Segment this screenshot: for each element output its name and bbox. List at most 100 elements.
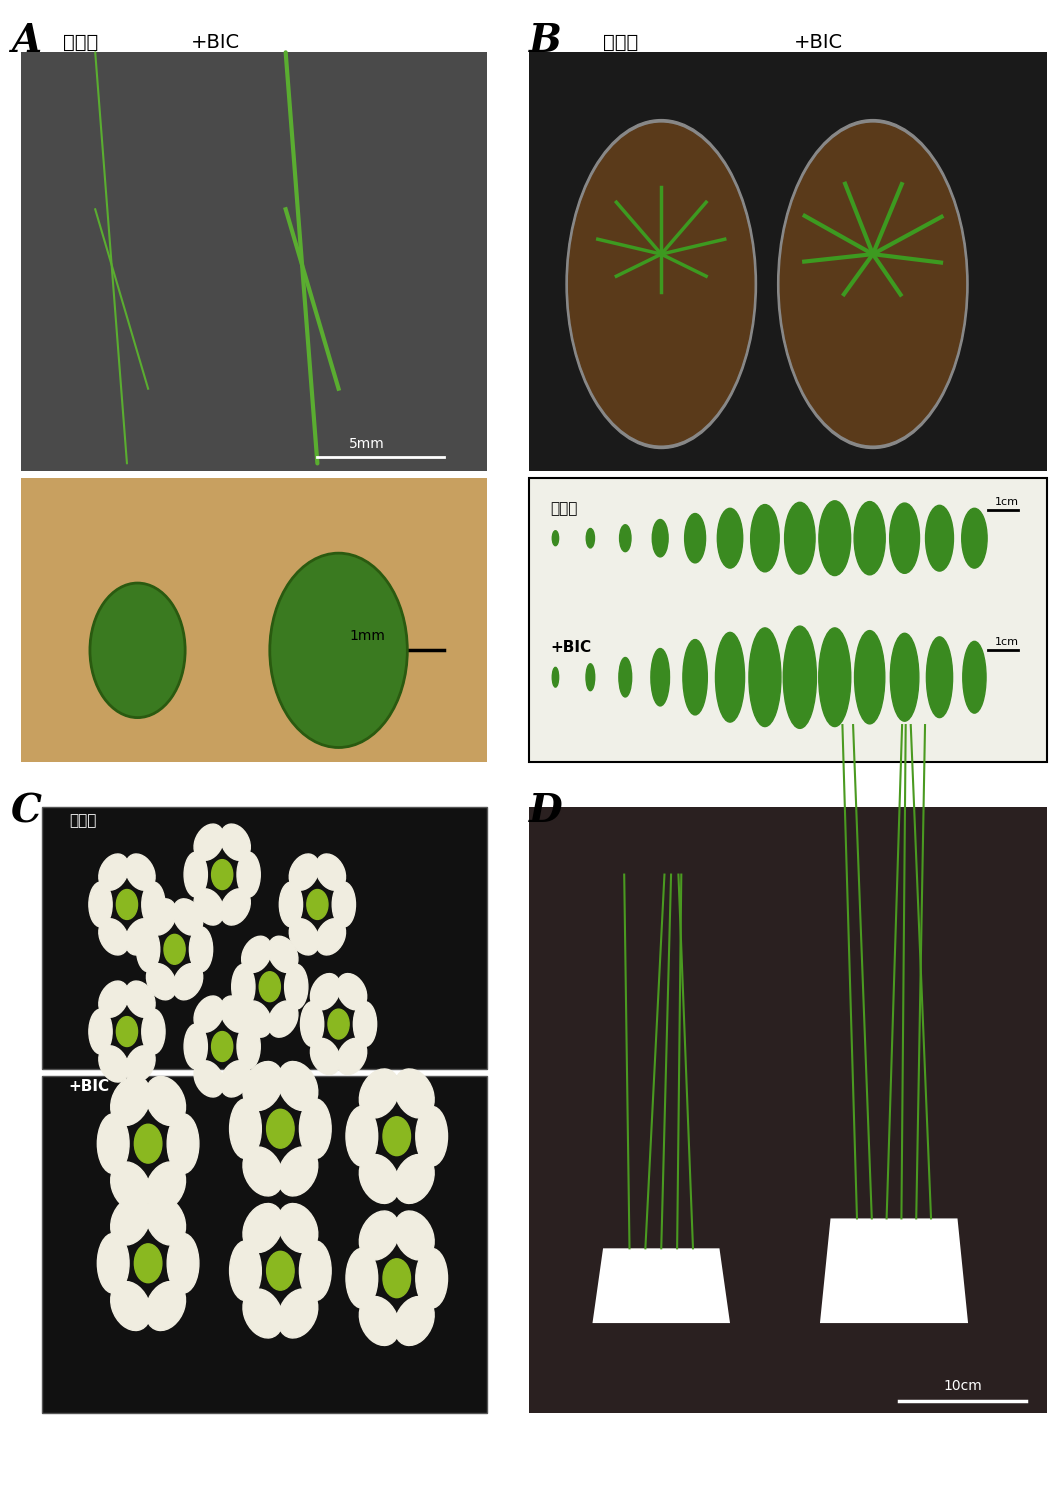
Ellipse shape	[289, 919, 320, 955]
Ellipse shape	[299, 1099, 331, 1159]
Ellipse shape	[620, 525, 631, 552]
Ellipse shape	[220, 890, 251, 925]
Ellipse shape	[360, 1296, 399, 1346]
Ellipse shape	[685, 514, 706, 562]
Ellipse shape	[89, 1009, 112, 1054]
Ellipse shape	[285, 964, 308, 1009]
Ellipse shape	[142, 1009, 165, 1054]
Ellipse shape	[854, 501, 886, 576]
Ellipse shape	[552, 531, 559, 546]
Ellipse shape	[566, 120, 756, 448]
Circle shape	[307, 890, 328, 919]
FancyBboxPatch shape	[21, 52, 487, 471]
Ellipse shape	[278, 1061, 317, 1111]
Ellipse shape	[111, 1196, 150, 1245]
FancyBboxPatch shape	[42, 1076, 487, 1413]
Circle shape	[116, 890, 138, 919]
Ellipse shape	[395, 1211, 434, 1260]
Circle shape	[164, 934, 185, 964]
Ellipse shape	[184, 1024, 207, 1069]
Ellipse shape	[243, 1061, 282, 1111]
Ellipse shape	[651, 649, 670, 706]
Ellipse shape	[172, 964, 203, 1000]
Ellipse shape	[268, 936, 298, 972]
FancyBboxPatch shape	[529, 478, 1047, 762]
Ellipse shape	[98, 854, 129, 890]
Ellipse shape	[111, 1281, 150, 1331]
Ellipse shape	[220, 824, 251, 860]
Ellipse shape	[395, 1069, 434, 1118]
Ellipse shape	[360, 1211, 399, 1260]
Text: C: C	[11, 792, 41, 830]
Ellipse shape	[332, 882, 355, 927]
Ellipse shape	[310, 973, 341, 1009]
Ellipse shape	[891, 634, 918, 721]
Circle shape	[267, 1109, 294, 1148]
Ellipse shape	[819, 501, 851, 576]
Ellipse shape	[652, 520, 669, 556]
Ellipse shape	[172, 898, 203, 934]
Ellipse shape	[569, 123, 753, 446]
Text: 1cm: 1cm	[995, 637, 1019, 647]
Ellipse shape	[243, 1147, 282, 1196]
Ellipse shape	[346, 1106, 378, 1166]
Ellipse shape	[220, 996, 251, 1032]
Ellipse shape	[279, 882, 303, 927]
Text: +BIC: +BIC	[550, 640, 591, 655]
Ellipse shape	[194, 996, 224, 1032]
Ellipse shape	[819, 628, 851, 727]
Ellipse shape	[715, 632, 745, 722]
Ellipse shape	[346, 1248, 378, 1308]
Text: 대조구: 대조구	[603, 33, 638, 52]
Ellipse shape	[360, 1154, 399, 1203]
Ellipse shape	[125, 919, 156, 955]
Ellipse shape	[780, 123, 965, 446]
Ellipse shape	[586, 529, 595, 549]
Ellipse shape	[336, 973, 367, 1009]
Ellipse shape	[237, 852, 260, 897]
Ellipse shape	[963, 641, 986, 713]
Ellipse shape	[194, 824, 224, 860]
Ellipse shape	[360, 1069, 399, 1118]
Ellipse shape	[926, 505, 953, 571]
Ellipse shape	[98, 981, 129, 1017]
Ellipse shape	[619, 658, 632, 697]
Ellipse shape	[98, 1046, 129, 1082]
Circle shape	[259, 972, 280, 1002]
Ellipse shape	[230, 1241, 261, 1301]
Ellipse shape	[278, 1147, 317, 1196]
Ellipse shape	[749, 628, 781, 727]
Text: +BIC: +BIC	[69, 1079, 110, 1094]
Text: 5mm: 5mm	[349, 438, 385, 451]
Ellipse shape	[962, 508, 987, 568]
Ellipse shape	[125, 1046, 156, 1082]
Ellipse shape	[890, 502, 919, 574]
Ellipse shape	[353, 1002, 377, 1046]
Ellipse shape	[241, 1002, 272, 1038]
Circle shape	[116, 1017, 138, 1046]
Ellipse shape	[146, 1076, 185, 1126]
FancyBboxPatch shape	[529, 52, 1047, 471]
Ellipse shape	[315, 854, 346, 890]
Ellipse shape	[278, 1289, 317, 1338]
Text: +BIC: +BIC	[794, 33, 842, 52]
Ellipse shape	[299, 1241, 331, 1301]
Ellipse shape	[220, 1061, 251, 1097]
Text: 대조구: 대조구	[69, 813, 96, 828]
Ellipse shape	[315, 919, 346, 955]
Ellipse shape	[682, 640, 708, 715]
Ellipse shape	[395, 1296, 434, 1346]
Text: D: D	[529, 792, 563, 830]
Ellipse shape	[125, 981, 156, 1017]
Ellipse shape	[395, 1154, 434, 1203]
Ellipse shape	[111, 1076, 150, 1126]
Ellipse shape	[232, 964, 255, 1009]
Ellipse shape	[146, 1162, 185, 1211]
Text: 1mm: 1mm	[349, 629, 385, 643]
Ellipse shape	[278, 1203, 317, 1253]
Ellipse shape	[125, 854, 156, 890]
Circle shape	[383, 1117, 411, 1156]
Ellipse shape	[237, 1024, 260, 1069]
Ellipse shape	[416, 1248, 448, 1308]
Ellipse shape	[194, 1061, 224, 1097]
